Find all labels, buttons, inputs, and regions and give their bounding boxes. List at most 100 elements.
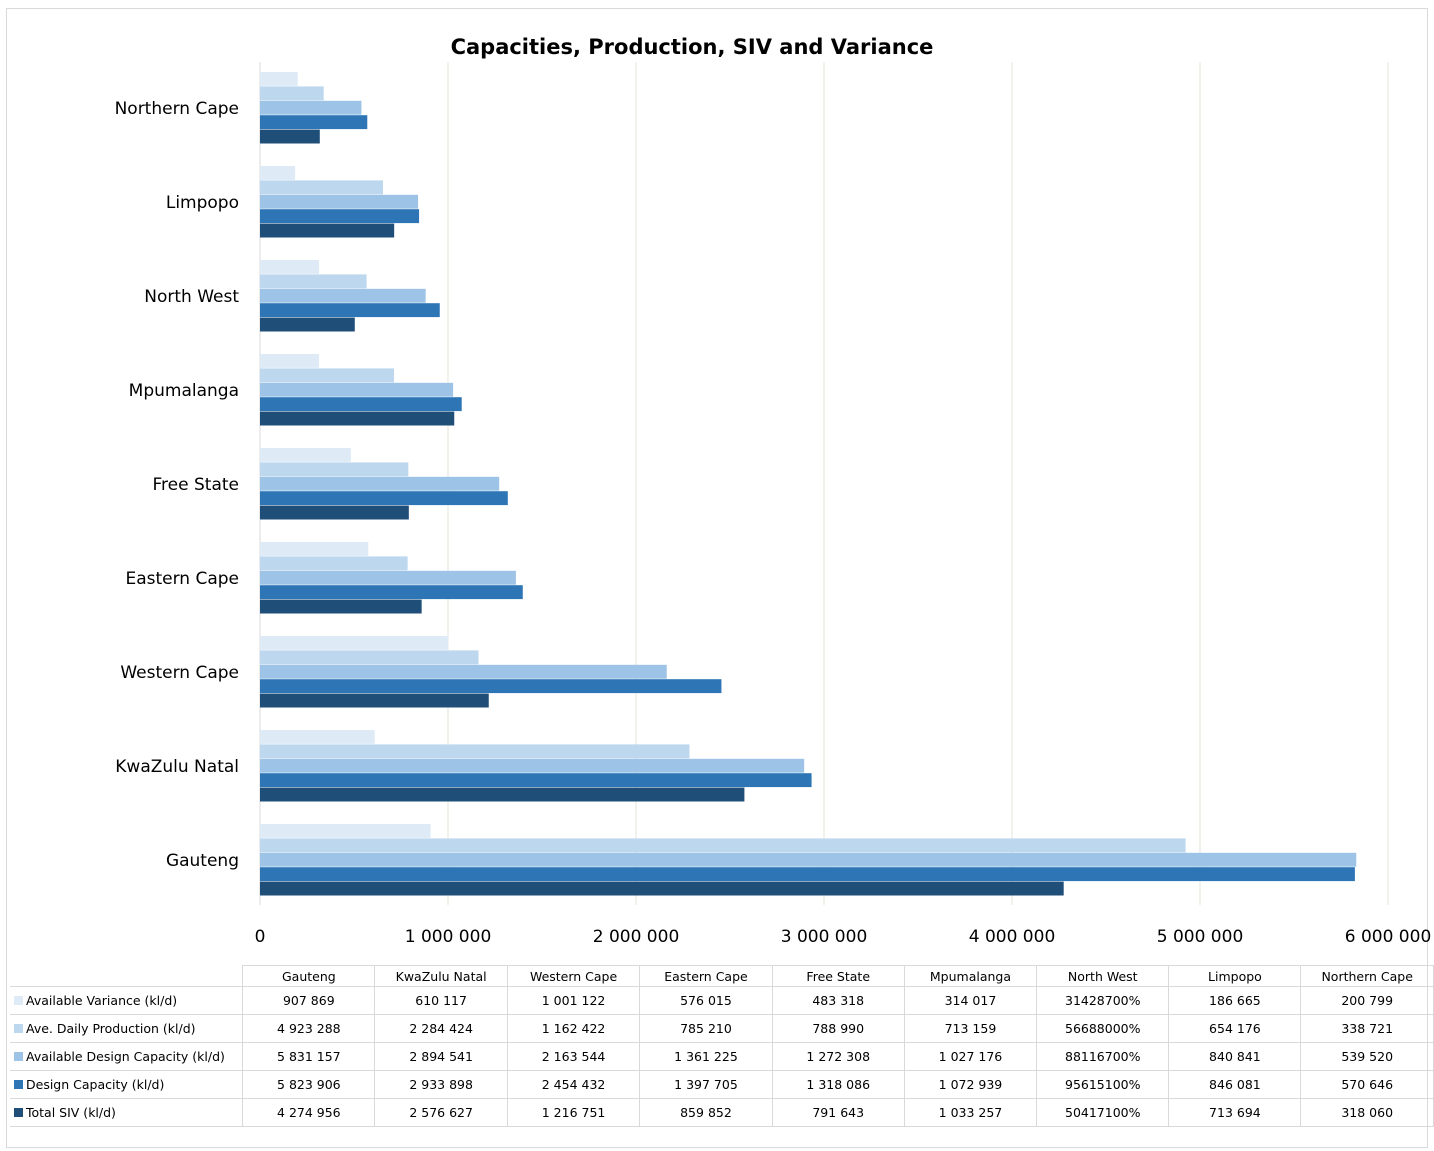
table-cell: 1 318 086 [771, 1070, 905, 1099]
legend-label: Available Design Capacity (kl/d) [26, 1049, 225, 1064]
bar-mpumalanga-ave-daily-production-kl-d [260, 368, 395, 383]
table-cell: 88116700% [1036, 1042, 1170, 1071]
table-row: Total SIV (kl/d) 4 274 956 2 576 627 1 216 … [10, 1098, 1434, 1127]
bar-mpumalanga-design-capacity-kl-d [260, 397, 462, 412]
table-column-header: Mpumalanga [903, 965, 1038, 987]
x-tick-label: 3 000 000 [781, 927, 868, 947]
table-row: Available Variance (kl/d) 907 869 610 117 1… [10, 986, 1434, 1015]
bar-eastern-cape-total-siv-kl-d [260, 599, 422, 614]
bar-gauteng-available-design-capacity-kl-d [260, 852, 1357, 867]
bar-northern-cape-available-design-capacity-kl-d [260, 100, 362, 115]
bar-free-state-design-capacity-kl-d [260, 491, 508, 506]
table-cell: 50417100% [1036, 1098, 1170, 1127]
x-tick-label: 2 000 000 [593, 927, 680, 947]
table-cell: 2 163 544 [506, 1042, 641, 1071]
x-tick-label: 0 [255, 927, 266, 947]
table-corner [10, 965, 244, 987]
x-tick-label: 6 000 000 [1345, 927, 1432, 947]
bar-free-state-ave-daily-production-kl-d [260, 462, 409, 477]
table-row: Design Capacity (kl/d) 5 823 906 2 933 898… [10, 1070, 1434, 1099]
table-cell: 1 027 176 [903, 1042, 1038, 1071]
bar-kwazulu-natal-available-design-capacity-kl-d [260, 758, 805, 773]
bar-gauteng-available-variance-kl-d [260, 824, 431, 838]
bar-eastern-cape-ave-daily-production-kl-d [260, 556, 408, 571]
table-cell: 95615100% [1036, 1070, 1170, 1099]
bar-northern-cape-design-capacity-kl-d [260, 115, 368, 130]
table-column-header: Limpopo [1168, 965, 1302, 987]
x-axis-tick-labels: 0 1 000 000 2 000 000 3 000 000 4 000 000 5 0… [255, 927, 1432, 947]
category-label-mpumalanga: Mpumalanga [129, 381, 239, 401]
table-cell: 200 799 [1300, 986, 1434, 1015]
bar-mpumalanga-available-variance-kl-d [260, 354, 320, 368]
table-cell: 2 284 424 [374, 1014, 508, 1043]
data-table: Gauteng KwaZulu Natal Western Cape Eastern … [10, 965, 1434, 1127]
table-cell: 907 869 [242, 986, 376, 1015]
table-row: Ave. Daily Production (kl/d) 4 923 288 2 2… [10, 1014, 1434, 1043]
table-column-header: KwaZulu Natal [374, 965, 508, 987]
table-cell: 2 933 898 [374, 1070, 508, 1099]
legend-label: Total SIV (kl/d) [26, 1105, 116, 1120]
bar-eastern-cape-available-design-capacity-kl-d [260, 570, 516, 585]
bar-north-west-available-design-capacity-kl-d [260, 288, 426, 303]
bar-limpopo-design-capacity-kl-d [260, 209, 420, 224]
table-cell: 846 081 [1168, 1070, 1302, 1099]
bar-kwazulu-natal-total-siv-kl-d [260, 787, 745, 802]
legend-entry: Total SIV (kl/d) [10, 1098, 244, 1127]
bar-kwazulu-natal-available-variance-kl-d [260, 730, 375, 744]
table-cell: 791 643 [771, 1098, 905, 1127]
bar-limpopo-available-design-capacity-kl-d [260, 194, 419, 209]
table-column-header: Western Cape [506, 965, 641, 987]
bar-north-west-total-siv-kl-d [260, 317, 355, 332]
bar-free-state-available-design-capacity-kl-d [260, 476, 500, 491]
table-cell: 840 841 [1168, 1042, 1302, 1071]
bar-eastern-cape-design-capacity-kl-d [260, 585, 523, 600]
category-label-gauteng: Gauteng [166, 851, 239, 871]
x-tick-label: 5 000 000 [1157, 927, 1244, 947]
table-cell: 4 274 956 [242, 1098, 376, 1127]
table-cell: 859 852 [639, 1098, 773, 1127]
table-cell: 2 894 541 [374, 1042, 508, 1071]
table-cell: 338 721 [1300, 1014, 1434, 1043]
bar-limpopo-total-siv-kl-d [260, 223, 395, 238]
bar-free-state-total-siv-kl-d [260, 505, 409, 520]
bar-kwazulu-natal-ave-daily-production-kl-d [260, 744, 690, 759]
legend-label: Available Variance (kl/d) [26, 993, 178, 1008]
table-cell: 31428700% [1036, 986, 1170, 1015]
table-row: Available Design Capacity (kl/d) 5 831 15… [10, 1042, 1434, 1071]
bar-northern-cape-ave-daily-production-kl-d [260, 86, 324, 101]
table-cell: 788 990 [771, 1014, 905, 1043]
table-cell: 2 576 627 [374, 1098, 508, 1127]
category-label-western-cape: Western Cape [120, 663, 239, 683]
table-cell: 314 017 [903, 986, 1038, 1015]
legend-entry: Ave. Daily Production (kl/d) [10, 1014, 244, 1043]
table-cell: 654 176 [1168, 1014, 1302, 1043]
category-label-northern-cape: Northern Cape [115, 99, 239, 119]
table-cell: 5 831 157 [242, 1042, 376, 1071]
bar-free-state-available-variance-kl-d [260, 448, 351, 462]
bar-northern-cape-available-variance-kl-d [260, 72, 298, 86]
legend-swatch [14, 996, 23, 1005]
legend-label: Design Capacity (kl/d) [26, 1077, 165, 1092]
bar-kwazulu-natal-design-capacity-kl-d [260, 773, 812, 788]
bar-gauteng-ave-daily-production-kl-d [260, 838, 1186, 853]
chart-title: Capacities, Production, SIV and Variance [450, 35, 934, 59]
table-cell: 713 694 [1168, 1098, 1302, 1127]
table-cell: 713 159 [903, 1014, 1038, 1043]
table-cell: 785 210 [639, 1014, 773, 1043]
table-column-header: Gauteng [242, 965, 376, 987]
table-cell: 1 162 422 [506, 1014, 641, 1043]
table-cell: 576 015 [639, 986, 773, 1015]
table-cell: 1 361 225 [639, 1042, 773, 1071]
bar-western-cape-design-capacity-kl-d [260, 679, 722, 694]
table-cell: 570 646 [1300, 1070, 1434, 1099]
bar-western-cape-total-siv-kl-d [260, 693, 489, 708]
bar-western-cape-available-design-capacity-kl-d [260, 664, 667, 679]
table-cell: 1 033 257 [903, 1098, 1038, 1127]
category-label-free-state: Free State [153, 475, 239, 495]
legend-entry: Design Capacity (kl/d) [10, 1070, 244, 1099]
table-cell: 1 272 308 [771, 1042, 905, 1071]
bar-north-west-design-capacity-kl-d [260, 303, 440, 318]
chart-frame: Capacities, Production, SIV and Variance [6, 8, 1428, 1148]
table-cell: 4 923 288 [242, 1014, 376, 1043]
table-cell: 318 060 [1300, 1098, 1434, 1127]
